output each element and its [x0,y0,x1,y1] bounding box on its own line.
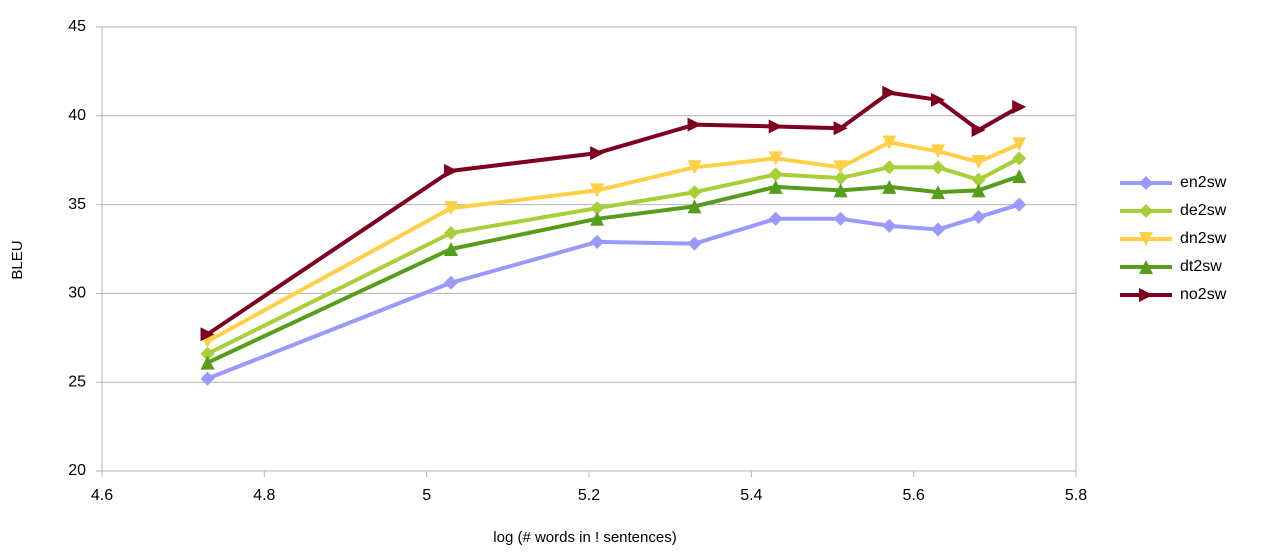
point [931,160,946,175]
point [444,226,459,241]
legend-marker [1139,176,1153,190]
y-tick-label: 45 [68,18,86,35]
point [768,151,783,166]
point [687,185,702,200]
plot-border [101,26,1077,472]
point [768,179,783,194]
point [200,327,215,342]
x-tick-label: 4.6 [91,487,113,504]
point [768,211,783,226]
point [444,201,459,216]
x-tick-label: 5.6 [903,487,925,504]
x-tick-label: 5.8 [1065,487,1087,504]
point [590,234,605,249]
point [931,222,946,237]
point [687,160,702,175]
point [882,179,897,194]
point [590,183,605,198]
point [971,154,986,169]
y-tick-label: 30 [68,285,86,302]
point [200,371,215,386]
point [444,275,459,290]
x-tick-label: 5.4 [740,487,762,504]
x-tick-label: 5 [422,487,431,504]
y-tick-label: 20 [68,462,86,479]
point [931,92,946,107]
point [931,185,946,200]
series-line [206,202,1020,381]
x-axis-label: log (# words in ! sentences) [493,529,676,546]
point [1012,197,1027,212]
point [590,146,605,161]
point [971,172,986,187]
legend-marker [1139,204,1153,218]
point [1012,169,1027,184]
point [833,211,848,226]
point [768,167,783,182]
point [971,183,986,198]
y-tick-label: 25 [68,373,86,390]
legend-label: en2sw [1180,174,1227,191]
legend-label: dn2sw [1180,230,1227,247]
point [590,211,605,226]
point [444,242,459,256]
point [687,236,702,251]
legend-label: no2sw [1180,286,1227,303]
point [687,199,702,214]
point [833,160,848,175]
legend-label: de2sw [1180,202,1227,219]
point [768,119,783,134]
point [1012,99,1027,114]
x-tick-label: 4.8 [253,487,275,504]
x-tick-label: 5.2 [578,487,600,504]
legend-label: dt2sw [1180,258,1222,275]
point [444,163,459,178]
point [590,201,605,216]
y-tick-label: 35 [68,196,86,213]
point [1012,137,1027,152]
legend-marker [1139,232,1153,246]
point [833,170,848,185]
point [1012,151,1027,166]
series-line [206,140,1020,344]
point [882,135,897,150]
point [882,160,897,175]
point [882,85,897,100]
point [931,144,946,159]
point [200,346,215,361]
point [971,210,986,225]
point [687,117,702,132]
series-line [206,174,1020,365]
point [882,218,897,233]
y-tick-label: 40 [68,107,86,124]
point [971,123,986,138]
legend-marker [1139,288,1153,302]
series-line [206,156,1021,356]
point [200,355,215,370]
legend-marker [1139,260,1153,274]
point [833,121,848,136]
point [833,183,848,198]
series-line [206,90,1021,336]
y-axis-label: BLEU [9,240,26,279]
